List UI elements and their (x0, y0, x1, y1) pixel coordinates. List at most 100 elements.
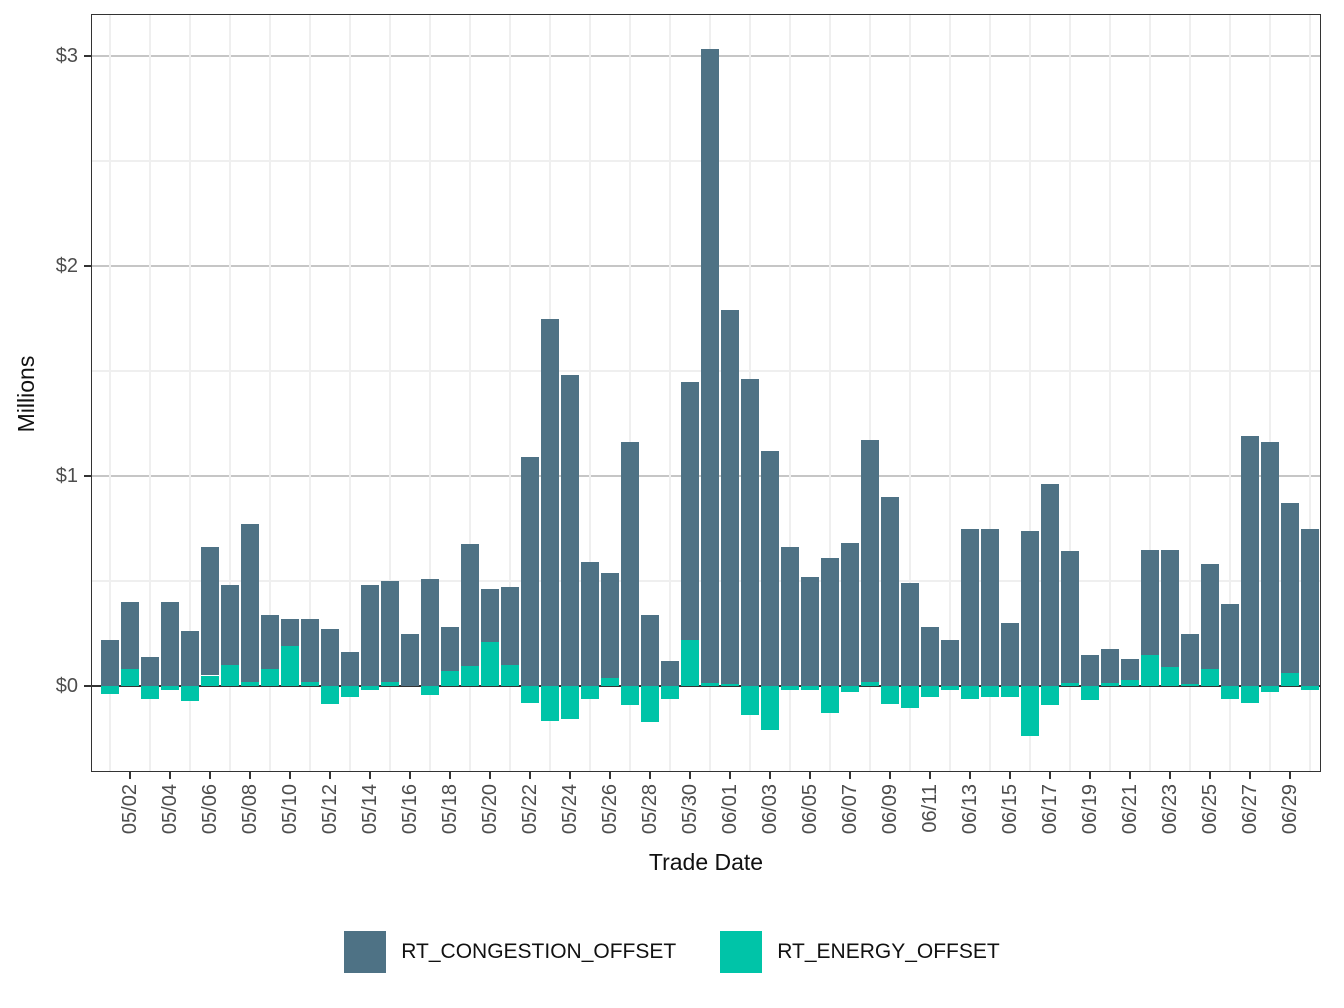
bar-congestion-segment (500, 587, 519, 665)
bar-energy-segment (760, 686, 779, 731)
bar-congestion-segment (780, 547, 799, 686)
bar-energy-segment (1160, 667, 1179, 686)
bar-energy-segment (1180, 683, 1199, 686)
x-tick-mark (448, 772, 451, 779)
x-tick-mark (1128, 772, 1131, 779)
gridline-v (1068, 14, 1071, 772)
bar-energy-segment (680, 639, 699, 686)
bar-energy-segment (160, 686, 179, 691)
bar-congestion-segment (640, 614, 659, 686)
bar-congestion-segment (180, 631, 199, 686)
bar-congestion-segment (560, 375, 579, 686)
legend: RT_CONGESTION_OFFSET RT_ENERGY_OFFSET (0, 931, 1344, 973)
x-tick-label: 06/25 (1198, 784, 1221, 835)
bar-energy-segment (1060, 682, 1079, 686)
bar-congestion-segment (600, 572, 619, 678)
x-tick-mark (288, 772, 291, 779)
bar-congestion-segment (480, 589, 499, 642)
x-tick-mark (1208, 772, 1211, 779)
bar-energy-segment (220, 665, 239, 686)
bar-energy-segment (460, 666, 479, 686)
bar-congestion-segment (880, 497, 899, 686)
y-tick-mark (84, 475, 91, 477)
bar-congestion-segment (1220, 604, 1239, 686)
bar-energy-segment (600, 677, 619, 686)
bar-energy-segment (660, 686, 679, 699)
bar-energy-segment (700, 682, 719, 686)
bar-congestion-segment (1000, 623, 1019, 686)
bar-energy-segment (960, 686, 979, 699)
x-tick-mark (528, 772, 531, 779)
bar-energy-segment (620, 686, 639, 705)
x-tick-mark (968, 772, 971, 779)
bar-congestion-segment (1060, 550, 1079, 683)
x-tick-label: 06/03 (758, 784, 781, 835)
bar-energy-segment (300, 681, 319, 686)
x-tick-label: 05/28 (638, 784, 661, 835)
bar-congestion-segment (120, 602, 139, 670)
bar-congestion-segment (620, 442, 639, 686)
bar-energy-segment (780, 686, 799, 691)
x-tick-mark (488, 772, 491, 779)
bar-energy-segment (500, 665, 519, 686)
x-tick-mark (1168, 772, 1171, 779)
gridline-v (388, 14, 391, 772)
bar-energy-segment (1200, 669, 1219, 686)
bar-energy-segment (640, 686, 659, 722)
gridline-v (348, 14, 351, 772)
bar-energy-segment (120, 669, 139, 686)
x-tick-mark (728, 772, 731, 779)
x-tick-label: 05/06 (198, 784, 221, 835)
bar-congestion-segment (100, 639, 119, 686)
bar-congestion-segment (760, 450, 779, 686)
bar-energy-segment (520, 686, 539, 703)
bar-congestion-segment (420, 578, 439, 686)
bar-congestion-segment (520, 457, 539, 686)
bar-energy-segment (840, 686, 859, 693)
bar-congestion-segment (700, 48, 719, 683)
bar-congestion-segment (200, 547, 219, 676)
y-tick-mark (84, 55, 91, 57)
gridline-v (108, 14, 111, 772)
bar-congestion-segment (820, 557, 839, 686)
x-tick-mark (248, 772, 251, 779)
bar-congestion-segment (580, 562, 599, 686)
bar-energy-segment (740, 686, 759, 716)
bar-congestion-segment (540, 318, 559, 686)
x-tick-label: 06/11 (918, 784, 941, 833)
gridline-v (308, 14, 311, 772)
x-tick-mark (1008, 772, 1011, 779)
x-tick-label: 05/14 (358, 784, 381, 835)
bar-energy-segment (1000, 686, 1019, 697)
x-axis-title: Trade Date (648, 849, 764, 875)
x-tick-label: 06/27 (1238, 784, 1261, 835)
bar-congestion-segment (1120, 658, 1139, 680)
x-tick-mark (888, 772, 891, 779)
bar-congestion-segment (160, 602, 179, 686)
x-tick-label: 06/05 (798, 784, 821, 835)
gridline-v (268, 14, 271, 772)
y-tick-label: $0 (55, 675, 78, 697)
x-tick-label: 05/18 (438, 784, 461, 835)
bar-energy-segment (1020, 686, 1039, 737)
bar-congestion-segment (1040, 484, 1059, 686)
gridline-v (828, 14, 831, 772)
gridline-v (508, 14, 511, 772)
x-tick-mark (808, 772, 811, 779)
x-tick-label: 06/29 (1278, 784, 1301, 835)
bar-energy-segment (380, 681, 399, 686)
bar-congestion-segment (460, 544, 479, 667)
bar-energy-segment (540, 686, 559, 721)
x-tick-mark (648, 772, 651, 779)
gridline-v (468, 14, 471, 772)
bar-energy-segment (340, 686, 359, 697)
bar-energy-segment (180, 686, 199, 701)
x-tick-mark (568, 772, 571, 779)
x-tick-label: 05/08 (238, 784, 261, 835)
gridline-v (788, 14, 791, 772)
bar-congestion-segment (140, 656, 159, 686)
x-tick-mark (1248, 772, 1251, 779)
bar-congestion-segment (800, 576, 819, 686)
gridline-v (868, 14, 871, 772)
